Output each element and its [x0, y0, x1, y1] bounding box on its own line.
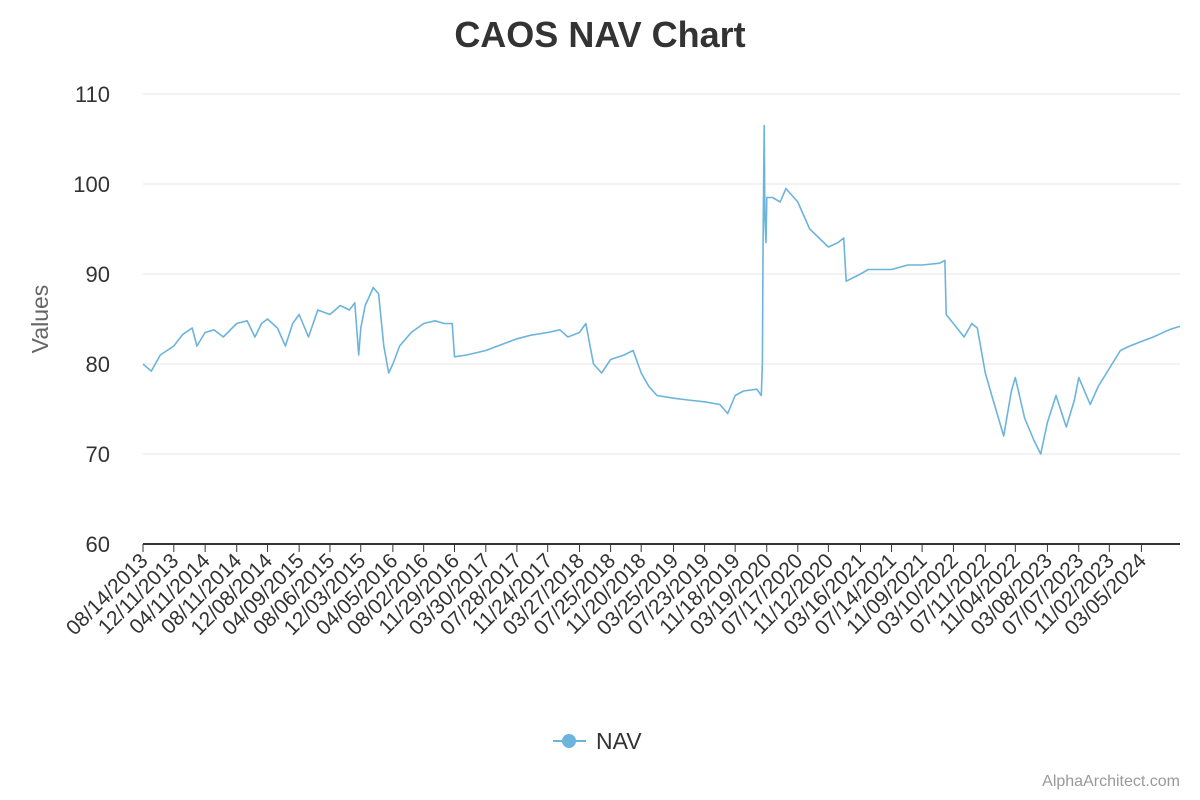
y-axis-label: Values [27, 285, 53, 354]
y-tick-label: 110 [75, 82, 110, 107]
series-nav [142, 124, 1181, 455]
nav-line [142, 124, 1181, 455]
chart-title: CAOS NAV Chart [454, 14, 746, 55]
legend[interactable]: NAV [553, 728, 642, 754]
y-tick-label: 60 [86, 532, 110, 557]
y-tick-label: 80 [86, 352, 110, 377]
y-tick-label: 70 [86, 442, 110, 467]
x-axis-ticks: 08/14/201312/11/201304/11/201408/11/2014… [62, 544, 1151, 640]
credit-text[interactable]: AlphaArchitect.com [1042, 773, 1180, 790]
legend-marker [562, 734, 576, 748]
y-tick-label: 100 [73, 172, 110, 197]
grid-lines [143, 93, 1180, 455]
y-tick-label: 90 [86, 262, 110, 287]
legend-label: NAV [596, 728, 642, 754]
y-axis-ticks: 60 70 80 90 100 110 [73, 82, 110, 557]
